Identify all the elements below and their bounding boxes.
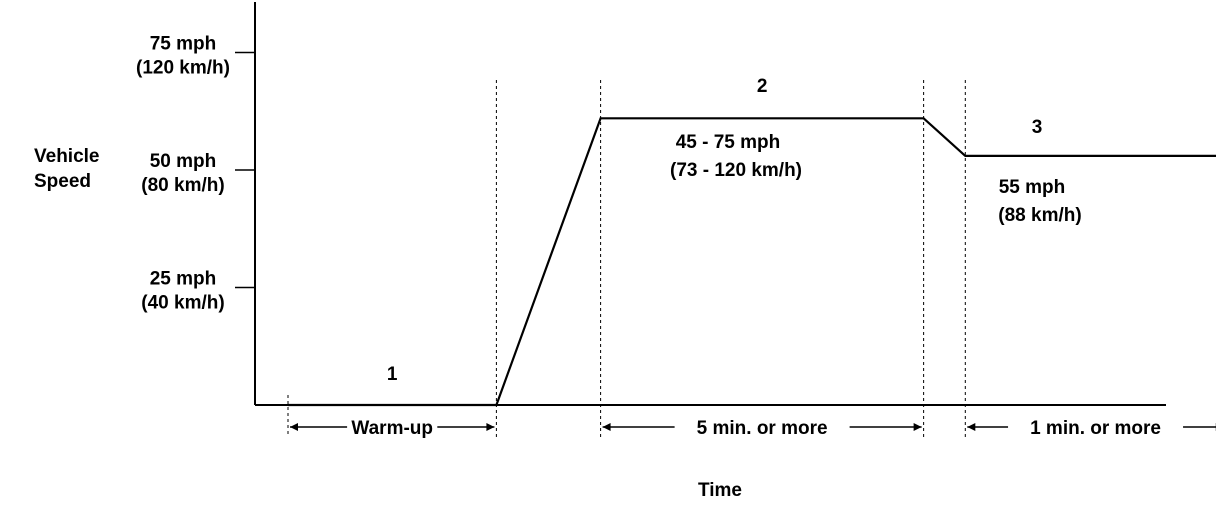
phase-speed-label: 55 mph (88 km/h) — [998, 177, 1081, 226]
phase-speed-label: 45 - 75 mph (73 - 120 km/h) — [670, 132, 802, 181]
y-axis-label: Vehicle Speed — [34, 146, 100, 192]
y-tick-label: 25 mph (40 km/h) — [141, 269, 224, 314]
phase-number: 2 — [757, 76, 768, 97]
y-axis-label-line: Speed — [34, 171, 91, 192]
phase-speed-line: 45 - 75 mph — [676, 132, 781, 153]
phase-speed-line: (73 - 120 km/h) — [670, 160, 802, 181]
y-tick-label-line: (40 km/h) — [141, 293, 224, 314]
phase-duration-label: 5 min. or more — [697, 418, 828, 439]
y-axis-label-line: Vehicle — [34, 146, 100, 167]
phase-duration-label: Warm-up — [351, 418, 433, 439]
phase-speed-line: 55 mph — [999, 177, 1066, 198]
y-tick-label-line: 75 mph — [150, 34, 217, 55]
speed-profile-line — [288, 117, 1216, 407]
phase-number: 3 — [1032, 117, 1043, 138]
phase-number: 1 — [387, 364, 398, 385]
phase-duration-label: 1 min. or more — [1030, 418, 1161, 439]
y-tick-label-line: 25 mph — [150, 269, 217, 290]
y-tick-label-line: (80 km/h) — [141, 175, 224, 196]
axes — [254, 2, 1166, 406]
x-axis-label: Time — [698, 480, 742, 501]
y-tick-label: 75 mph (120 km/h) — [136, 34, 230, 79]
phase-speed-line: (88 km/h) — [998, 205, 1081, 226]
y-tick-label: 50 mph (80 km/h) — [141, 151, 224, 196]
y-tick-label-line: (120 km/h) — [136, 58, 230, 79]
y-tick-label-line: 50 mph — [150, 151, 217, 172]
